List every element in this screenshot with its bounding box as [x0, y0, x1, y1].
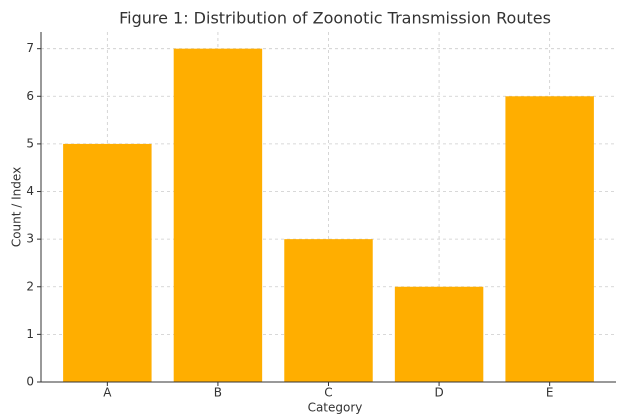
- y-tick-label: 1: [26, 327, 34, 341]
- x-tick-label: B: [214, 386, 222, 400]
- y-tick-label: 0: [26, 375, 34, 389]
- y-tick-label: 5: [26, 136, 34, 150]
- bar: [173, 48, 263, 383]
- x-tick-label: E: [546, 386, 554, 400]
- y-tick-label: 7: [26, 41, 34, 55]
- bar: [284, 239, 373, 382]
- bar: [394, 286, 484, 382]
- y-tick-label: 4: [26, 184, 34, 198]
- y-axis-label: Count / Index: [10, 167, 24, 247]
- x-tick-label: A: [103, 386, 112, 400]
- bar: [63, 143, 152, 382]
- y-tick-label: 2: [26, 279, 34, 293]
- chart-title: Figure 1: Distribution of Zoonotic Trans…: [119, 9, 551, 28]
- x-tick-label: C: [324, 386, 332, 400]
- x-axis-label: Category: [308, 401, 363, 415]
- x-tick-label: D: [434, 386, 443, 400]
- y-tick-label: 3: [26, 232, 34, 246]
- bar: [505, 96, 594, 383]
- y-tick-label: 6: [26, 89, 34, 103]
